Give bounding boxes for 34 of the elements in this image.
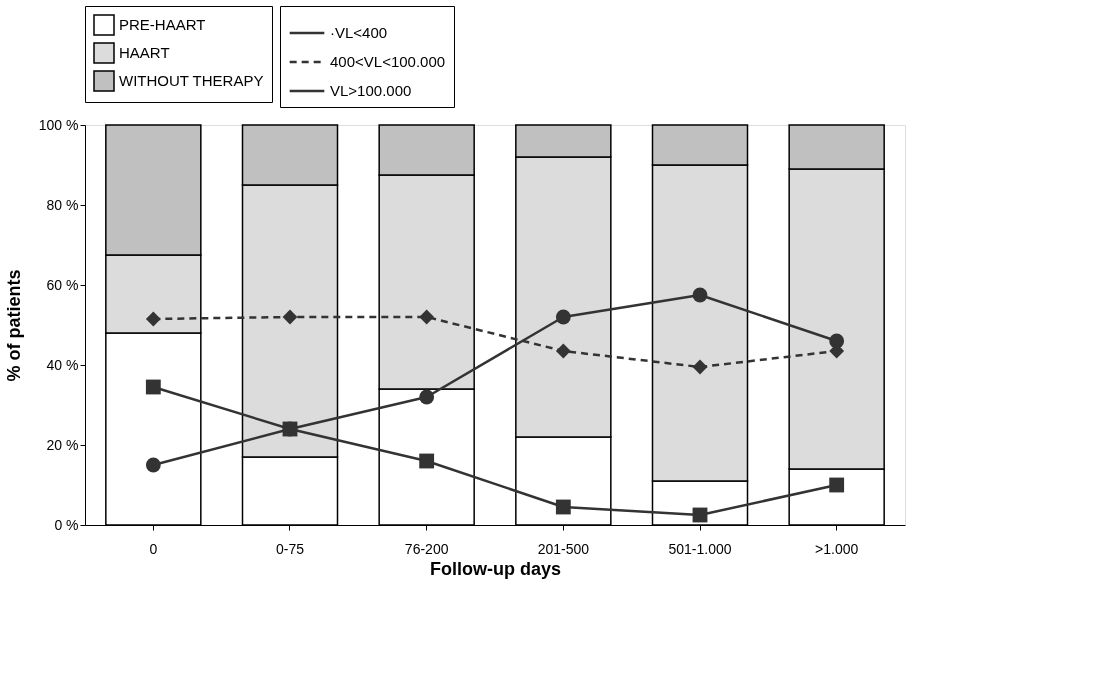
point	[829, 477, 845, 493]
point	[145, 457, 161, 473]
point	[692, 359, 708, 375]
point	[145, 379, 161, 395]
x-tick-label: 76-200	[404, 540, 449, 557]
y-axis-title: % of patients	[3, 269, 24, 382]
x-tick-label: 0-75	[275, 540, 305, 557]
y-tick-label: 100 %	[38, 116, 79, 133]
legend-label: WITHOUT THERAPY	[119, 72, 264, 89]
point	[145, 311, 161, 327]
x-tick-label: 0	[149, 540, 158, 557]
point	[555, 309, 571, 325]
y-tick-label: 80 %	[46, 196, 79, 213]
point	[692, 287, 708, 303]
legend-label: PRE-HAART	[119, 16, 206, 33]
point	[419, 453, 435, 469]
y-tick-label: 0 %	[54, 516, 79, 533]
x-tick-label: 201-500	[537, 540, 590, 557]
point	[555, 343, 571, 359]
legend-label: HAART	[119, 44, 170, 61]
legend-label: ·VL<400	[330, 24, 388, 41]
point	[419, 309, 435, 325]
x-axis-title: Follow-up days	[429, 558, 562, 579]
y-tick-label: 20 %	[46, 436, 79, 453]
point	[282, 421, 298, 437]
point	[555, 499, 571, 515]
point	[282, 309, 298, 325]
y-tick-label: 60 %	[46, 276, 79, 293]
x-tick-label: >1.000	[815, 540, 859, 557]
legend-label: VL>100.000	[330, 82, 412, 99]
point	[419, 389, 435, 405]
legend-label: 400<VL<100.000	[330, 53, 446, 70]
y-tick-label: 40 %	[46, 356, 79, 373]
x-tick-label: 501-1.000	[668, 540, 732, 557]
